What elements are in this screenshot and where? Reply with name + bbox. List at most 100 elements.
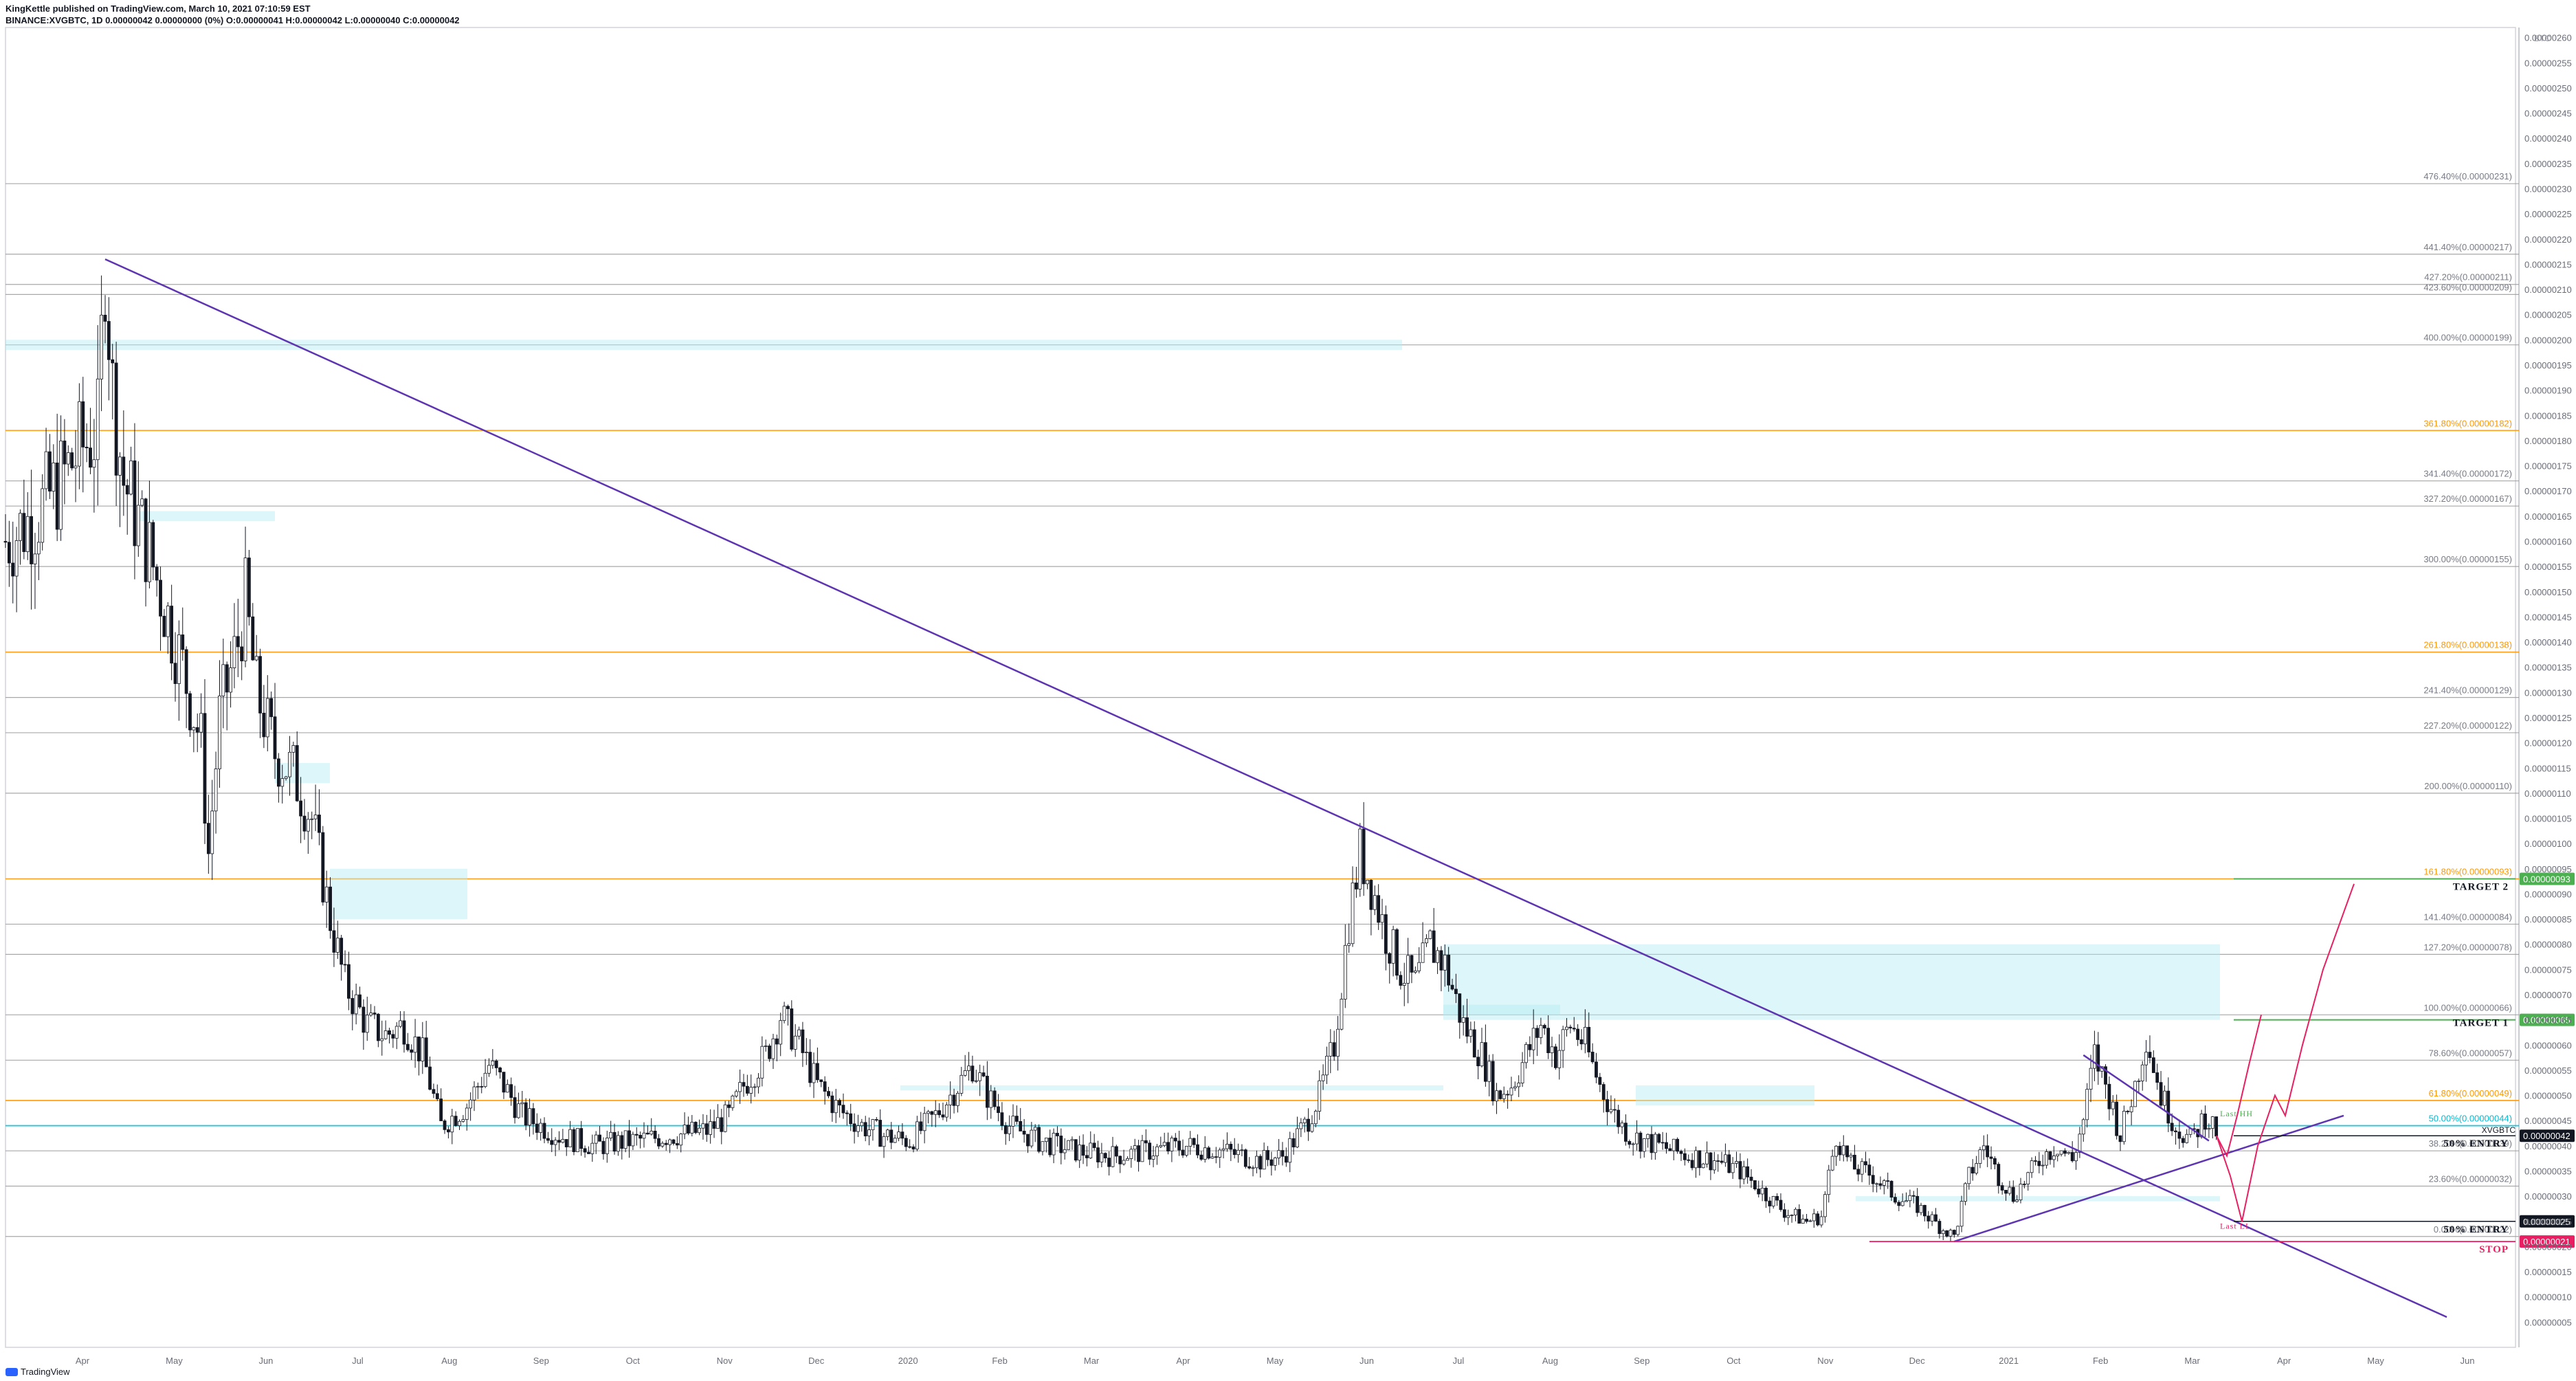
footer-brand[interactable]: TradingView [5,1367,70,1377]
highlight-zones [5,340,2220,1202]
candle-body [89,448,92,468]
candle-body [1196,1144,1199,1156]
candle-body [1934,1214,1937,1222]
candle-body [1081,1145,1085,1156]
price-tag-box [2520,872,2575,885]
candle-body [483,1072,487,1087]
candle-body [254,656,258,661]
candle-body [568,1129,573,1147]
candle-body [1764,1187,1768,1202]
candle-body [583,1148,587,1153]
candle-body [1830,1156,1834,1171]
candle-body [247,557,251,617]
candle-body [1173,1138,1177,1142]
y-tick-label: 0.00000120 [2524,738,2572,749]
candle-body [587,1151,590,1154]
y-tick-label: 0.00000095 [2524,864,2572,874]
candle-body [509,1084,513,1098]
candle-body [1661,1142,1665,1144]
candle-body [1019,1120,1023,1131]
candle-body [1232,1149,1236,1156]
candle-body [1336,1028,1340,1057]
candle-body [2067,1151,2071,1154]
candle-body [657,1138,660,1147]
candle-body [1948,1230,1953,1237]
candle-body [1384,914,1388,954]
candle-body [2199,1113,2203,1138]
candle-body [1003,1125,1008,1134]
x-tick-label: Feb [2093,1356,2108,1366]
candle-body [745,1085,749,1094]
candle-body [210,810,214,854]
candle-body [1085,1155,1089,1158]
candle-body [1044,1138,1048,1142]
candle-body [808,1052,812,1083]
candle-body [634,1134,639,1136]
candle-body [1351,882,1355,944]
candle-body [1188,1138,1192,1147]
projection-path-1 [2216,1015,2262,1158]
candle-body [1724,1154,1727,1163]
descending-trendline [104,258,2447,1318]
price-tag-box [2520,1235,2575,1248]
candle-body [258,656,262,714]
candle-body [1417,962,1421,971]
candle-body [313,815,318,819]
candle-body [690,1122,694,1134]
candle-body [1612,1109,1617,1111]
y-tick-label: 0.00000015 [2524,1267,2572,1277]
candle-body [860,1122,864,1127]
candle-body [878,1120,882,1147]
candle-body [59,441,63,530]
candle-body [1280,1150,1285,1157]
candle-body [1048,1138,1052,1156]
candle-body [199,713,203,733]
fib-level-label: 227.20%(0.00000122) [2423,720,2512,731]
candle-body [1900,1201,1905,1206]
candle-body [1922,1204,1927,1217]
x-tick-label: Jun [1359,1356,1374,1366]
candle-body [1819,1216,1823,1226]
y-tick-label: 0.00000200 [2524,335,2572,345]
candle-body [1355,882,1358,890]
y-tick-label: 0.00000175 [2524,461,2572,472]
candle-body [55,463,59,530]
candle-body [1406,955,1410,984]
candle-body [1911,1195,1916,1197]
candle-body [1170,1138,1174,1151]
candle-body [768,1046,771,1059]
candle-body [2163,1090,2166,1106]
x-tick-label: Nov [717,1356,733,1366]
time-axis[interactable]: Apr May Jun Jul Aug Sep Oct Nov Dec 2020 Feb Mar Apr… [76,1356,2475,1366]
candle-body [399,1020,402,1027]
candle-body [1635,1132,1639,1145]
y-tick-label: 0.00000100 [2524,839,2572,849]
candle-body [1092,1142,1096,1149]
candle-body [771,1038,775,1059]
candle-body [2037,1160,2041,1167]
fib-level-label: 361.80%(0.00000182) [2423,418,2512,428]
candle-body [701,1123,705,1129]
candle-body [1941,1230,1945,1235]
candle-body [1993,1158,1997,1165]
candle-body [2081,1119,2085,1135]
candle-body [1358,828,1362,890]
wedge-upper-trendline [2083,1054,2210,1142]
candle-body [155,566,159,581]
candle-body [2133,1081,2137,1107]
candle-body [1240,1149,1244,1151]
candle-body [1986,1145,1990,1158]
candle-body [203,713,207,824]
candle-body [926,1111,930,1114]
candle-body [742,1082,746,1087]
candle-body [937,1110,942,1116]
candle-body [1251,1167,1255,1169]
price-axis[interactable]: 0.00000260 0.00000255 0.00000250 0.00000245… [2524,33,2572,1328]
candle-body [2185,1134,2189,1143]
candle-body [1916,1195,1920,1213]
candle-body [594,1134,598,1144]
candle-body [33,553,37,564]
fib-level-label: 241.40%(0.00000129) [2423,685,2512,696]
candle-body [1952,1230,1956,1235]
